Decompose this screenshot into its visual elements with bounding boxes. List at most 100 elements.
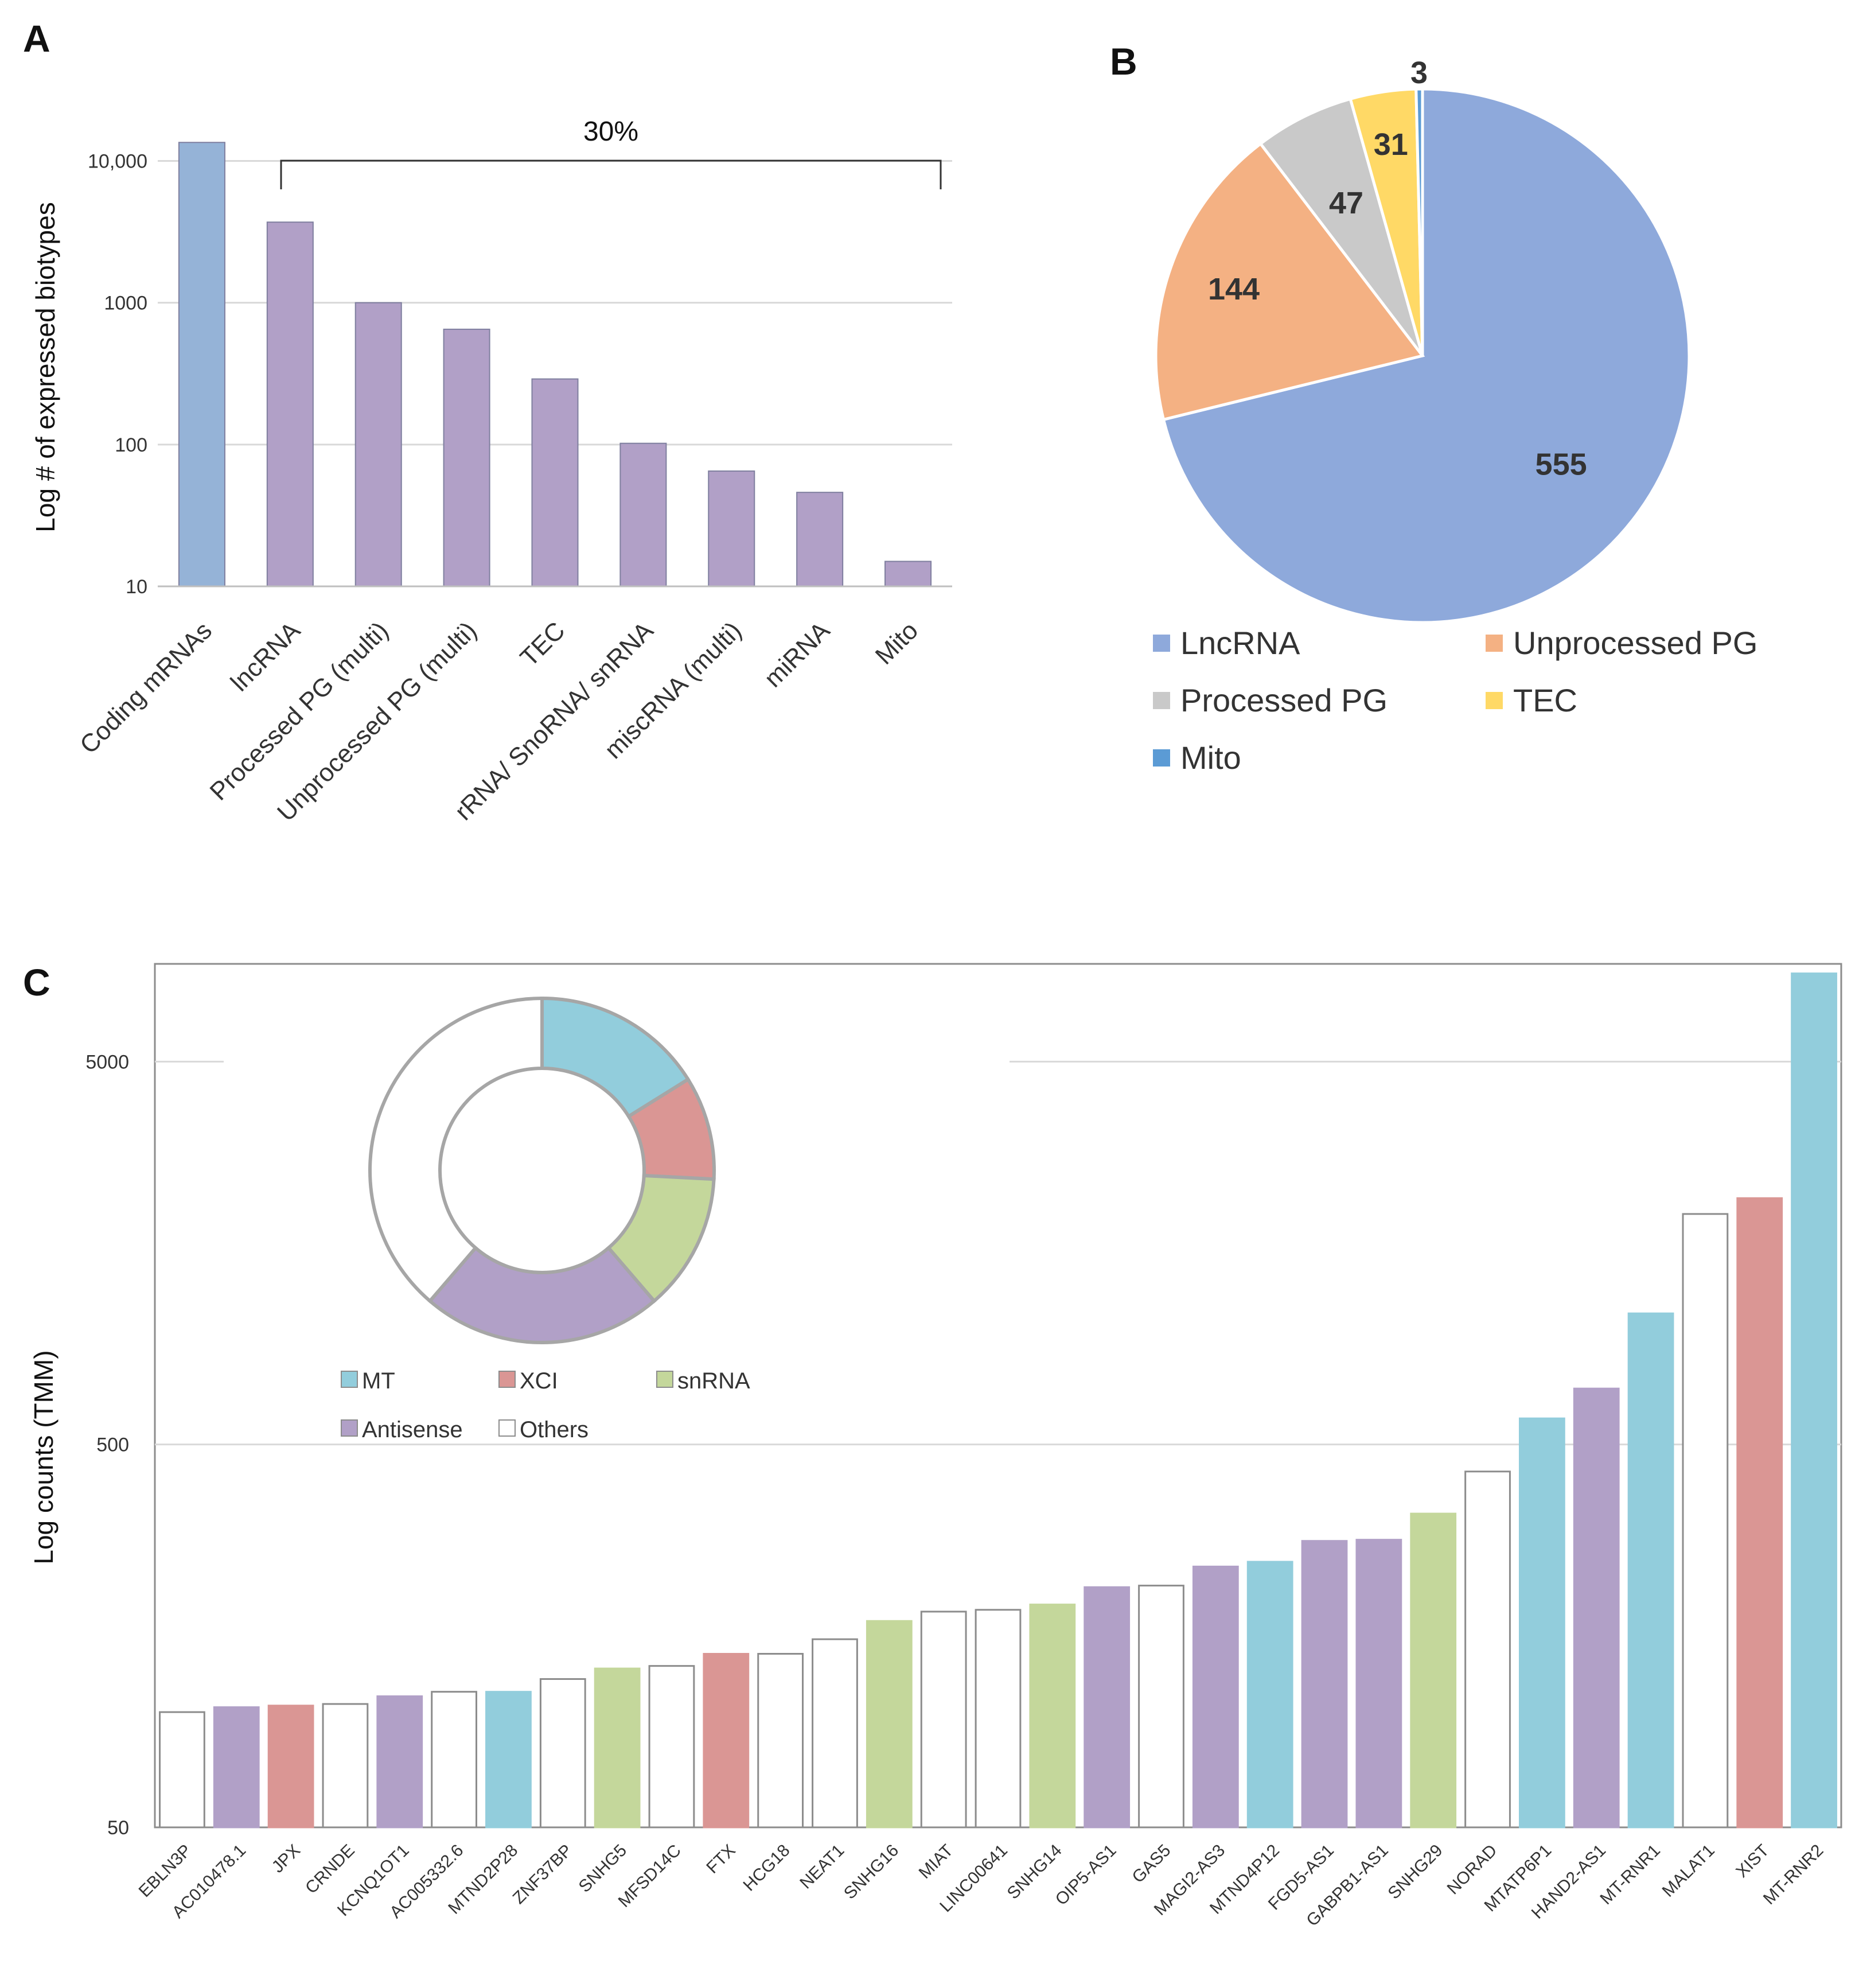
- panel-c-gene-label: SNHG29: [1384, 1841, 1446, 1903]
- pie-slice: [1258, 97, 1424, 357]
- panel-c-bar: [1246, 1561, 1293, 1829]
- panel-c-gene-label: MIAT: [915, 1841, 957, 1882]
- panel-c-bar: [703, 1652, 750, 1829]
- pie-slice: [1162, 87, 1691, 624]
- panel-c-bar: [1573, 1387, 1620, 1829]
- panel-c-bar: [267, 1705, 314, 1829]
- panel-a-y-axis-title: Log # of expressed biotypes: [30, 202, 60, 532]
- donut-legend-swatch: [498, 1419, 516, 1437]
- donut-legend-swatch: [656, 1371, 673, 1388]
- percent-bracket: 30%: [280, 116, 942, 189]
- pie-value-label: 31: [1374, 127, 1408, 162]
- panel-a-y-tick-label: 1000: [104, 293, 147, 314]
- panel-c-bar: [485, 1691, 532, 1829]
- panel-c-gene-label: NORAD: [1444, 1841, 1501, 1898]
- bracket-label: 30%: [583, 116, 638, 147]
- panel-c-bar: [159, 1711, 205, 1829]
- panel-a-bar: [354, 302, 402, 587]
- panel-c-gene-label: CRNDE: [302, 1841, 358, 1898]
- panel-c-bar: [1301, 1540, 1348, 1829]
- panel-c-bar: [1736, 1197, 1783, 1829]
- panel-a-y-tick-label: 10: [126, 576, 147, 598]
- panel-c-bar: [1464, 1470, 1511, 1829]
- panel-c-bar: [1519, 1417, 1565, 1829]
- donut-legend-swatch: [498, 1371, 516, 1388]
- panel-c-y-axis-title: Log counts (TMM): [29, 1350, 59, 1564]
- panel-c-bar: [1029, 1604, 1076, 1829]
- panel-a-letter: A: [23, 17, 50, 60]
- panel-a-y-tick-label: 100: [115, 434, 147, 456]
- panel-c-bar: [1627, 1312, 1674, 1829]
- panel-c-bar: [866, 1620, 913, 1829]
- panel-c-bar: [1791, 972, 1837, 1829]
- donut-legend-swatch: [341, 1371, 358, 1388]
- panel-c-bar: [1682, 1213, 1729, 1829]
- panel-a-category-label: TEC: [515, 616, 571, 672]
- panel-a-category-label: miRNA: [759, 616, 836, 693]
- panel-c-bar: [648, 1665, 695, 1829]
- panel-a-bar: [443, 328, 490, 588]
- panel-a-bar: [708, 470, 755, 587]
- pie-legend-label: Processed PG: [1180, 682, 1388, 718]
- pie-legend-label: TEC: [1513, 682, 1577, 718]
- panel-c-gene-label: HCG18: [740, 1841, 794, 1895]
- panel-c-bar: [975, 1609, 1022, 1829]
- donut-legend-label: MT: [362, 1368, 395, 1394]
- panel-c-gene-label: MALAT1: [1659, 1841, 1718, 1901]
- pie-legend-swatch: [1153, 635, 1170, 652]
- panel-c-bar: [812, 1638, 858, 1829]
- donut-legend-label: XCI: [520, 1368, 558, 1394]
- panel-c-gene-label: MT-RNR1: [1596, 1841, 1664, 1909]
- panel-c-gene-label: SNHG5: [575, 1841, 630, 1896]
- pie-legend-label: Unprocessed PG: [1513, 625, 1757, 661]
- pie-value-label: 144: [1208, 272, 1260, 306]
- panel-a-bar: [796, 492, 844, 587]
- panel-c-gene-label: NEAT1: [796, 1841, 848, 1893]
- pie-legend-swatch: [1153, 749, 1170, 767]
- panel-c-gene-label: SNHG16: [840, 1841, 902, 1903]
- panel-c-bar: [376, 1695, 423, 1829]
- panel-c-gene-label: GAS5: [1129, 1841, 1175, 1887]
- bracket-line: [280, 159, 942, 189]
- panel-b-pie-chart: 555 144 47 31 3 LncRNA Unprocessed PG Processe…: [1153, 56, 1757, 776]
- donut-legend-label: Others: [520, 1417, 589, 1442]
- pie-legend-label: Mito: [1180, 740, 1241, 776]
- donut-segment: [427, 1245, 657, 1345]
- panel-c-bar: [213, 1706, 260, 1829]
- panel-a-bar-chart: 10 100 1000 10,000 Coding mRNAs lncRNAProces…: [30, 116, 952, 827]
- panel-a-category-label: lncRNA: [225, 616, 306, 697]
- donut-segment: [368, 996, 544, 1304]
- panel-a-bar: [884, 561, 932, 587]
- panel-c-bar: [1355, 1539, 1402, 1829]
- panel-c-y-tick-label: 50: [107, 1817, 129, 1839]
- pie-value-label: 47: [1329, 186, 1363, 220]
- panel-c-gene-label: JPX: [268, 1841, 304, 1877]
- pie-value-label: 555: [1535, 447, 1587, 481]
- panel-c-bar: [1138, 1585, 1184, 1829]
- panel-c-bar: [594, 1667, 641, 1829]
- donut-segment: [540, 996, 691, 1119]
- panel-c-bar: [920, 1610, 967, 1829]
- donut-legend-swatch: [341, 1419, 358, 1437]
- donut-legend-label: Antisense: [362, 1417, 463, 1442]
- pie-value-label: 3: [1410, 56, 1428, 90]
- panel-c-bar: [1410, 1512, 1457, 1829]
- pie-legend-swatch: [1486, 635, 1503, 652]
- panel-c-bar: [431, 1691, 477, 1829]
- panel-a-bar: [531, 378, 579, 587]
- panel-c-gene-label: FTX: [703, 1841, 739, 1877]
- panel-c-gene-label: XIST: [1732, 1841, 1772, 1881]
- pie-slice: [1414, 87, 1424, 356]
- panel-a-bar: [178, 142, 225, 588]
- panel-c-bar: [757, 1652, 804, 1829]
- panel-a-bar: [619, 442, 667, 587]
- panel-b-letter: B: [1110, 40, 1137, 83]
- panel-c-y-tick-label: 500: [96, 1434, 129, 1456]
- panel-a-category-label: Mito: [870, 616, 923, 670]
- panel-c-bar: [1192, 1565, 1239, 1829]
- panel-a-category-label: Coding mRNAs: [75, 616, 217, 759]
- panel-c-bar: [322, 1703, 369, 1829]
- panel-c-bar: [1084, 1586, 1131, 1829]
